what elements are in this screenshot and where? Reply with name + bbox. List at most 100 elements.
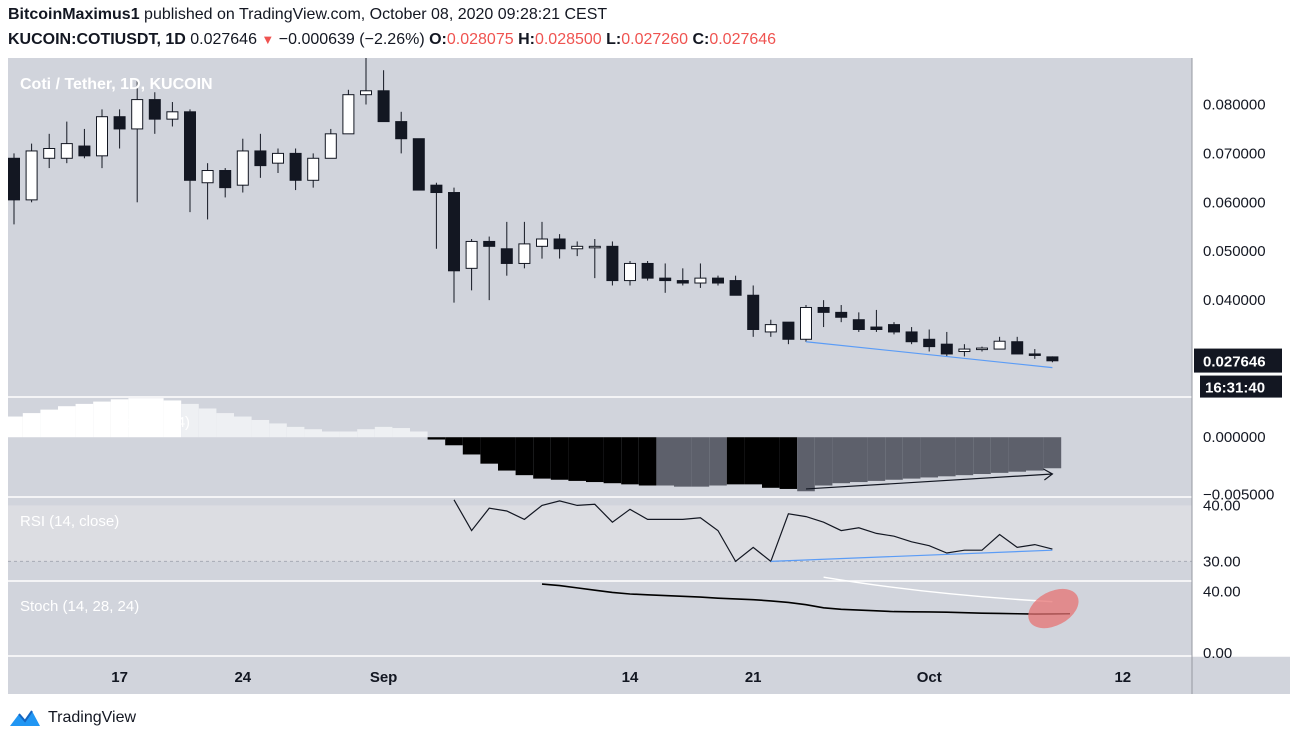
macd-bar xyxy=(110,399,129,438)
candle xyxy=(483,236,496,301)
macd-bar xyxy=(726,437,745,485)
candle xyxy=(219,168,232,198)
low-label: L: xyxy=(606,31,622,48)
last-price-tag xyxy=(1194,348,1282,373)
macd-bar xyxy=(850,437,868,483)
high-value: 0.028500 xyxy=(534,31,602,48)
candle xyxy=(536,221,548,259)
macd-bar xyxy=(22,413,41,438)
candle xyxy=(905,327,918,345)
stoch-pane-title: Stoch (14, 28, 24) xyxy=(20,598,139,615)
candle xyxy=(888,322,900,335)
close-value: 0.027646 xyxy=(709,31,777,48)
macd-bar xyxy=(832,437,850,484)
macd-bar xyxy=(779,437,798,489)
candle-body xyxy=(588,245,601,249)
macd-bar xyxy=(603,437,622,484)
candle xyxy=(272,148,284,173)
publish-info: BitcoinMaximus1 published on TradingView… xyxy=(8,6,607,24)
candle xyxy=(870,309,883,332)
time-tick-label: Oct xyxy=(917,669,942,686)
price-tick-label: 0.060000 xyxy=(1203,194,1266,211)
price-change: −0.000639 (−2.26%) xyxy=(278,31,425,48)
macd-bar xyxy=(621,437,639,485)
candle xyxy=(78,128,91,159)
candle xyxy=(588,238,601,279)
macd-bar xyxy=(374,426,393,438)
macd-bar xyxy=(550,437,569,480)
candle xyxy=(676,268,689,286)
macd-bar xyxy=(58,406,76,438)
candle-body xyxy=(694,277,707,284)
candle xyxy=(835,305,848,323)
time-tick-label: Sep xyxy=(370,669,398,686)
macd-bar xyxy=(410,431,428,438)
candle-body xyxy=(500,248,513,264)
macd-bar xyxy=(709,437,727,486)
candle-body xyxy=(113,116,126,130)
price-tick-label: 0.070000 xyxy=(1203,145,1266,162)
candle-body xyxy=(324,133,337,159)
tradingview-watermark[interactable]: TradingView xyxy=(8,708,136,728)
candle xyxy=(448,187,460,303)
macd-bar xyxy=(163,400,182,438)
candle-body xyxy=(606,245,619,282)
tradingview-brand: TradingView xyxy=(48,709,137,726)
candle-body xyxy=(377,90,390,123)
candle xyxy=(236,138,249,193)
candle xyxy=(958,344,971,357)
candle xyxy=(1028,349,1041,359)
candle-body xyxy=(360,90,372,96)
candle-body xyxy=(571,245,584,250)
last-price: 0.027646 xyxy=(190,31,257,48)
candle xyxy=(201,163,214,220)
macd-bar xyxy=(1008,437,1026,472)
macd-bar xyxy=(427,437,446,440)
price-pane-title: Coti / Tether, 1D, KUCOIN xyxy=(20,76,213,93)
candle-body xyxy=(342,94,355,135)
author-name[interactable]: BitcoinMaximus1 xyxy=(8,6,140,23)
macd-bar xyxy=(445,437,463,446)
candle xyxy=(500,221,513,276)
published-text: published on TradingView.com, October 08… xyxy=(144,6,608,23)
candle xyxy=(324,128,337,159)
candle xyxy=(993,336,1006,350)
macd-bar xyxy=(462,437,481,455)
macd-bar xyxy=(902,437,921,479)
macd-bar xyxy=(1026,437,1044,471)
macd-bar xyxy=(656,437,674,486)
macd-bar xyxy=(674,437,692,487)
candle xyxy=(465,238,478,291)
time-tick-label: 14 xyxy=(622,669,639,686)
macd-bar xyxy=(304,429,322,438)
candle-body xyxy=(958,348,971,353)
rsi-tick-label: 30.00 xyxy=(1203,553,1241,570)
candle xyxy=(1046,356,1059,363)
candle xyxy=(606,241,619,286)
candle-body xyxy=(166,111,179,120)
candle-body xyxy=(96,116,108,157)
macd-bar xyxy=(322,431,340,438)
macd-bar xyxy=(990,437,1009,473)
macd-bar xyxy=(339,431,358,438)
price-tick-label: 0.050000 xyxy=(1203,243,1266,260)
candle-body xyxy=(993,340,1006,350)
candle-body xyxy=(536,238,548,247)
candle xyxy=(43,133,56,169)
macd-pane-title: (close, 24) xyxy=(120,414,190,431)
macd-bar xyxy=(515,437,534,476)
macd-bar xyxy=(814,437,833,486)
macd-tick-label: −0.005000 xyxy=(1203,487,1274,504)
candle-body xyxy=(1046,356,1059,362)
candle-body xyxy=(905,331,918,343)
tradingview-logo-icon xyxy=(10,710,40,726)
candle xyxy=(800,305,812,342)
candle-body xyxy=(1028,353,1041,356)
macd-bar xyxy=(920,437,938,478)
open-value: 0.028075 xyxy=(446,31,514,48)
high-label: H: xyxy=(518,31,535,48)
macd-bar xyxy=(638,437,657,486)
candle-body xyxy=(800,306,812,340)
